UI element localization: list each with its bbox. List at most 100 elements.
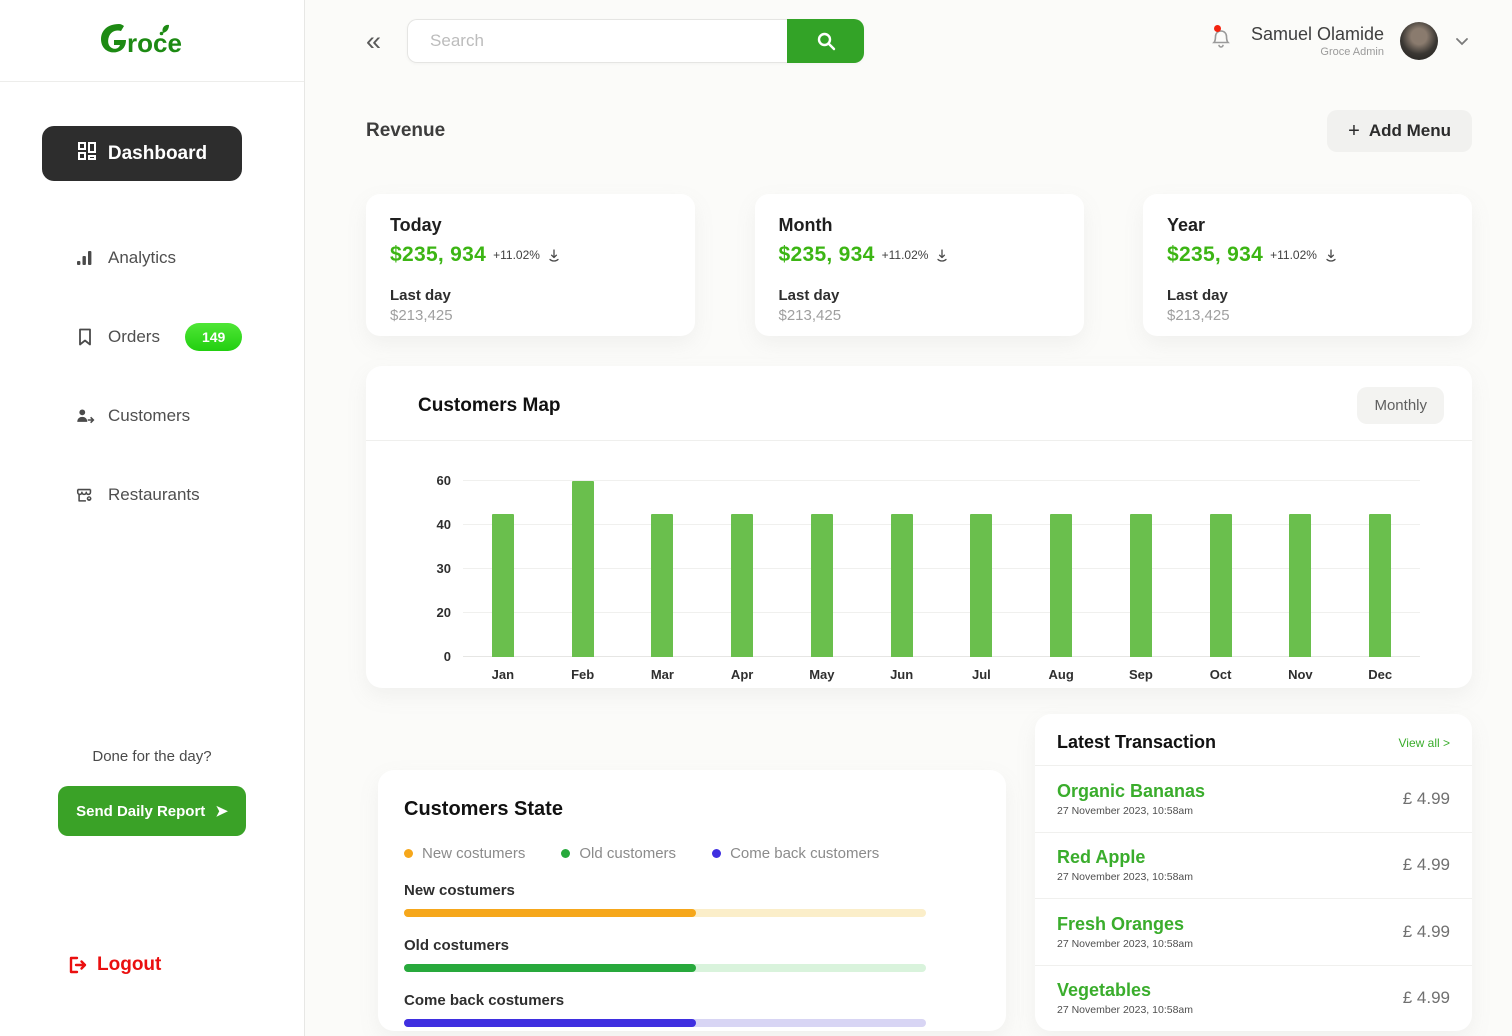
transaction-row[interactable]: Organic Bananas 27 November 2023, 10:58am… [1035,765,1472,832]
send-daily-report-button[interactable]: Send Daily Report ➤ [58,786,246,836]
report-button-label: Send Daily Report [76,802,206,820]
user-info: Samuel Olamide Groce Admin [1251,24,1384,58]
progress-fill [404,964,697,972]
legend-item: Old customers [561,845,676,862]
chevron-down-icon[interactable] [1452,31,1472,51]
sidebar: roce Dashboard Analytics Orders 149 Custome… [0,0,305,1036]
chart-bar-nov [1289,514,1312,657]
growth-icon [935,248,949,262]
card-amount: $235, 934 [390,243,487,266]
growth-icon [1324,248,1338,262]
page-title: Revenue [366,120,446,141]
transaction-price: £ 4.99 [1402,921,1450,941]
chart-bar-mar [651,514,674,657]
customers-map-title: Customers Map [418,394,561,416]
plus-icon: + [1348,120,1360,142]
groce-logo: roce [97,19,207,63]
search-button[interactable] [787,19,865,63]
chart-bar-jul [970,514,993,657]
sidebar-item-restaurants[interactable]: Restaurants [0,474,304,516]
transaction-price: £ 4.99 [1402,988,1450,1008]
transaction-list: Organic Bananas 27 November 2023, 10:58am… [1035,765,1472,1031]
state-bar-label: Come back costumers [404,992,565,1009]
gridline [463,480,1420,481]
x-axis-label: Jun [890,667,914,682]
transaction-row[interactable]: Red Apple 27 November 2023, 10:58am £ 4.99 [1035,831,1472,899]
orders-count-badge: 149 [184,323,243,351]
legend-dot [404,849,413,858]
chart-legend: New costumers Old customers Come back cust… [404,845,980,862]
restaurants-icon [75,485,95,505]
last-day-value: $213,425 [778,307,842,324]
x-axis-label: Aug [1048,667,1074,682]
x-axis-label: Apr [730,667,754,682]
topbar: « [366,0,1472,82]
y-axis-tick: 0 [443,649,451,664]
transaction-title: Latest Transaction [1057,732,1217,752]
analytics-icon [75,248,95,268]
gridline [463,656,1420,657]
monthly-filter-button[interactable]: Monthly [1357,387,1444,424]
x-axis-label: Sep [1128,667,1153,682]
legend-label: Old customers [579,845,677,862]
bottom-row: Customers State New costumers Old custome… [366,714,1472,1036]
sidebar-item-orders[interactable]: Orders 149 [0,316,304,358]
last-day-value: $213,425 [1167,307,1230,324]
growth-icon [547,248,561,262]
card-period: Month [778,215,833,235]
search-input[interactable] [407,19,788,63]
view-all-link[interactable]: View all > [1398,735,1450,750]
x-axis-label: Oct [1209,667,1232,682]
transaction-row[interactable]: Fresh Oranges 27 November 2023, 10:58am £ … [1035,898,1472,965]
state-bar-group: New costumers [404,882,980,917]
orders-icon [75,327,95,347]
card-change: +11.02% [1270,248,1317,262]
chart-bar-oct [1209,514,1232,657]
progress-track [404,909,926,917]
avatar[interactable] [1400,22,1438,60]
transaction-name: Vegetables [1057,980,1152,1001]
state-bar-group: Come back costumers [404,992,980,1027]
topbar-right: Samuel Olamide Groce Admin [1209,22,1472,60]
transaction-name: Organic Bananas [1057,780,1206,801]
sidebar-collapse-icon[interactable]: « [366,25,382,56]
transaction-row[interactable]: Vegetables 27 November 2023, 10:58am £ 4.9… [1035,964,1472,1032]
state-bar-label: Old costumers [404,937,510,954]
revenue-cards: Today $235, 934 +11.02% Last day $213,425 Mon… [366,194,1472,336]
legend-item: New costumers [404,845,525,862]
logo-section: roce [0,0,304,82]
card-amount: $235, 934 [778,243,875,266]
customers-icon [75,406,95,426]
svg-text:roce: roce [127,28,182,58]
chart-bar-may [810,514,833,657]
transaction-text: Fresh Oranges 27 November 2023, 10:58am [1057,914,1193,950]
legend-dot [561,849,571,858]
gridline [463,568,1420,569]
done-for-day-text: Done for the day? [92,748,212,765]
sidebar-item-customers[interactable]: Customers [0,395,304,437]
transaction-text: Vegetables 27 November 2023, 10:58am [1057,980,1193,1016]
main-content: « [305,0,1512,1036]
sidebar-item-analytics[interactable]: Analytics [0,237,304,279]
transaction-name: Red Apple [1057,847,1146,868]
x-axis-label: May [809,667,835,682]
sidebar-item-dashboard[interactable]: Dashboard [42,126,242,181]
transaction-text: Organic Bananas 27 November 2023, 10:58am [1057,781,1205,817]
customers-state-card: Customers State New costumers Old custome… [378,770,1006,1031]
notification-bell-icon[interactable] [1209,24,1233,56]
customers-map-header: Customers Map Monthly [366,366,1472,441]
x-axis-label: Feb [571,667,595,682]
transaction-date: 27 November 2023, 10:58am [1057,804,1194,817]
gridline [463,612,1420,613]
progress-fill [404,909,697,917]
y-axis-tick: 30 [436,561,451,576]
x-axis-label: Mar [650,667,674,682]
transaction-date: 27 November 2023, 10:58am [1057,1004,1194,1017]
legend-dot [712,849,722,858]
logout-button[interactable]: Logout [68,954,304,976]
add-menu-button[interactable]: + Add Menu [1327,110,1472,152]
x-axis-label: Jul [971,667,991,682]
sidebar-item-label: Dashboard [107,142,208,164]
revenue-header: Revenue + Add Menu [366,110,1472,152]
